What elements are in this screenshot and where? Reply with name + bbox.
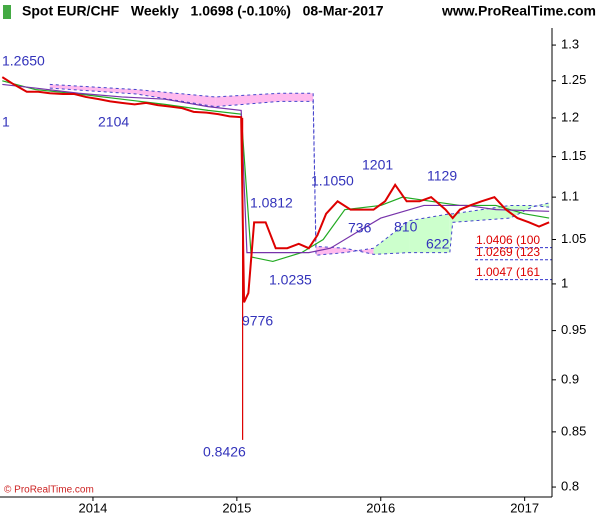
series-line: [2, 83, 550, 254]
y-tick-label: 1: [561, 275, 568, 290]
y-tick-label: 0.9: [561, 371, 579, 386]
cloud-segment: [49, 84, 137, 94]
x-tick-label: 2015: [222, 500, 251, 515]
chart-title: Spot EUR/CHF Weekly 1.0698 (-0.10%) 08-M…: [22, 3, 384, 19]
y-tick-label: 1.05: [561, 231, 586, 246]
y-tick-label: 1.25: [561, 72, 586, 87]
cloud-segment: [510, 205, 532, 219]
annotation: 9776: [242, 313, 273, 329]
annotation: 736: [348, 220, 372, 236]
level-label: 1.0406 (100: [476, 233, 540, 247]
y-tick-label: 1.1: [561, 189, 579, 204]
annotation: 1.0235: [269, 272, 312, 288]
y-tick-label: 1.3: [561, 37, 579, 52]
cloud-segment: [136, 89, 216, 107]
cloud-segment: [280, 93, 314, 102]
annotation: 1129: [427, 168, 457, 184]
annotation: 0.8426: [203, 444, 246, 460]
x-tick-label: 2017: [510, 500, 539, 515]
annotation: 1: [2, 114, 10, 130]
level-label: 1.0047 (161: [476, 265, 540, 279]
y-tick-label: 0.95: [561, 322, 586, 337]
annotation: 810: [394, 219, 418, 235]
cloud-edge: [49, 83, 550, 255]
series-line: [1, 76, 550, 303]
annotation: 1.1050: [311, 173, 354, 189]
x-tick-label: 2016: [366, 500, 395, 515]
y-tick-label: 1.15: [561, 148, 586, 163]
copyright: © ProRealTime.com: [4, 485, 94, 496]
annotation: 622: [426, 236, 450, 252]
y-tick-label: 0.8: [561, 478, 579, 493]
y-tick-label: 1.2: [561, 109, 579, 124]
x-tick-label: 2014: [78, 500, 107, 515]
annotation: 2104: [98, 114, 129, 130]
annotation: 1.0812: [250, 195, 293, 211]
cloud-segment: [215, 93, 281, 107]
annotation: 1.2650: [2, 53, 45, 69]
logo-icon: [3, 5, 11, 19]
annotation: 1201: [362, 157, 393, 173]
level-label: 1.0269 (123: [476, 245, 540, 259]
cloud-segment: [409, 213, 450, 253]
y-tick-label: 0.85: [561, 423, 586, 438]
site: www.ProRealTime.com: [441, 3, 596, 19]
cloud-segment: [373, 220, 410, 255]
